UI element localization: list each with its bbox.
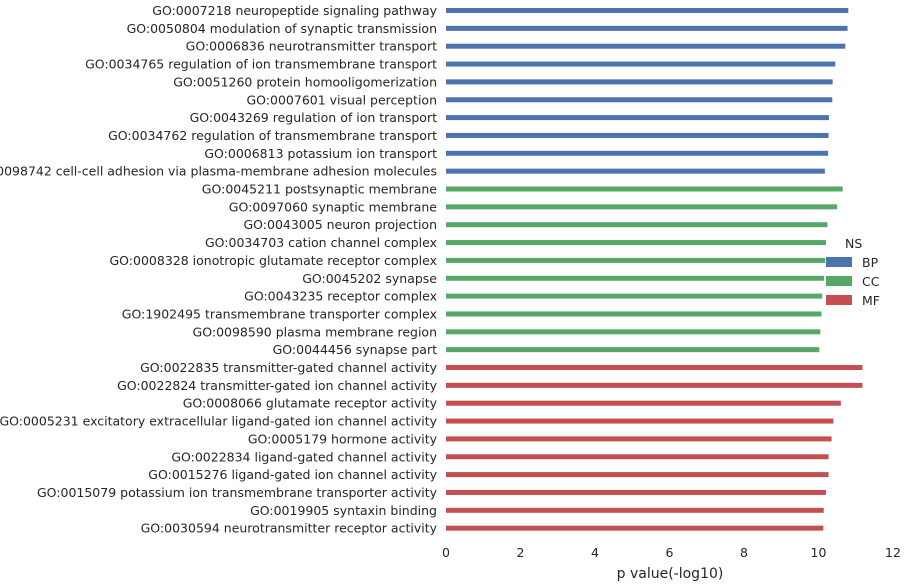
category-label: GO:0051260 protein homooligomerization — [173, 74, 437, 89]
category-label: GO:0043005 neuron projection — [243, 217, 437, 232]
bar-cc — [446, 222, 828, 228]
x-tick-label: 4 — [591, 545, 599, 560]
x-tick-label: 10 — [811, 545, 827, 560]
category-label: GO:0022824 transmitter-gated ion channel… — [117, 378, 438, 393]
bar-bp — [446, 61, 836, 67]
bar-mf — [446, 454, 829, 460]
category-label: GO:1902495 transmembrane transporter com… — [122, 306, 437, 321]
x-tick-label: 0 — [442, 545, 450, 560]
bar-mf — [446, 472, 829, 478]
category-label: GO:0005179 hormone activity — [248, 431, 438, 446]
bar-cc — [446, 293, 823, 299]
legend: NS BP CC MF — [826, 236, 880, 308]
bar-bp — [446, 43, 846, 49]
category-label: GO:0008066 glutamate receptor activity — [183, 396, 438, 411]
bar-cc — [446, 329, 821, 335]
bar-mf — [446, 436, 832, 442]
category-label: GO:0097060 synaptic membrane — [229, 199, 438, 214]
category-label: GO:0044456 synapse part — [273, 342, 437, 357]
legend-title: NS — [845, 236, 862, 251]
bar-mf — [446, 507, 824, 513]
bar-mf — [446, 400, 841, 406]
x-tick-label: 2 — [517, 545, 525, 560]
category-label: GO:0015276 ligand-gated ion channel acti… — [148, 467, 437, 482]
bar-bp — [446, 132, 829, 138]
bar-cc — [446, 257, 826, 263]
x-tick-label: 8 — [740, 545, 748, 560]
category-label: GO:0043269 regulation of ion transport — [190, 110, 438, 125]
bar-cc — [446, 311, 822, 317]
bar-cc — [446, 204, 838, 210]
legend-label-mf: MF — [862, 293, 880, 308]
category-label: GO:0005231 excitatory extracellular liga… — [0, 414, 438, 429]
legend-label-cc: CC — [862, 274, 880, 289]
category-label: GO:0043235 receptor complex — [244, 289, 437, 304]
bar-bp — [446, 79, 833, 85]
category-label: GO:0034765 regulation of ion transmembra… — [85, 57, 437, 72]
x-tick-label: 6 — [666, 545, 674, 560]
category-label: GO:0022835 transmitter-gated channel act… — [140, 360, 437, 375]
bar-bp — [446, 115, 829, 121]
category-label: GO:0015079 potassium ion transmembrane t… — [37, 485, 438, 500]
legend-swatch-cc — [826, 276, 852, 286]
bar-bp — [446, 25, 848, 31]
bar-bp — [446, 97, 833, 103]
category-labels: GO:0007218 neuropeptide signaling pathwa… — [0, 3, 438, 536]
bar-cc — [446, 240, 826, 246]
category-label: GO:0008328 ionotropic glutamate receptor… — [110, 253, 438, 268]
category-label: GO:0006836 neurotransmitter transport — [186, 39, 437, 54]
category-label: GO:0034762 regulation of transmembrane t… — [108, 128, 437, 143]
category-label: GO:0019905 syntaxin binding — [250, 503, 437, 518]
bars-layer — [446, 8, 863, 531]
bar-bp — [446, 8, 849, 13]
bar-bp — [446, 168, 825, 174]
category-label: GO:0034703 cation channel complex — [205, 235, 437, 250]
bar-cc — [446, 347, 820, 353]
x-axis: 0 2 4 6 8 10 12 — [442, 545, 901, 560]
category-label: GO:0022834 ligand-gated channel activity — [171, 449, 437, 464]
bar-mf — [446, 365, 863, 370]
category-label: GO:0007218 neuropeptide signaling pathwa… — [152, 3, 437, 18]
x-axis-title: p value(-log10) — [617, 566, 724, 582]
category-label: GO:0030594 neurotransmitter receptor act… — [141, 521, 438, 536]
category-label: GO:0007601 visual perception — [246, 92, 437, 107]
category-label: GO:0045211 postsynaptic membrane — [202, 182, 438, 197]
category-label: GO:0045202 synapse — [302, 271, 437, 286]
bar-cc — [446, 275, 825, 281]
bar-cc — [446, 186, 843, 192]
bar-mf — [446, 382, 863, 388]
category-label: GO:0006813 potassium ion transport — [204, 146, 437, 161]
x-tick-label: 12 — [885, 545, 901, 560]
bar-mf — [446, 525, 824, 531]
bar-bp — [446, 150, 829, 156]
bar-mf — [446, 418, 834, 424]
bar-mf — [446, 489, 826, 495]
category-label: GO:0098590 plasma membrane region — [193, 324, 437, 339]
legend-swatch-mf — [826, 295, 852, 305]
legend-swatch-bp — [826, 257, 852, 267]
category-label: GO:0050804 modulation of synaptic transm… — [127, 21, 437, 36]
category-label: GO:0098742 cell-cell adhesion via plasma… — [0, 164, 437, 179]
legend-label-bp: BP — [862, 255, 879, 270]
